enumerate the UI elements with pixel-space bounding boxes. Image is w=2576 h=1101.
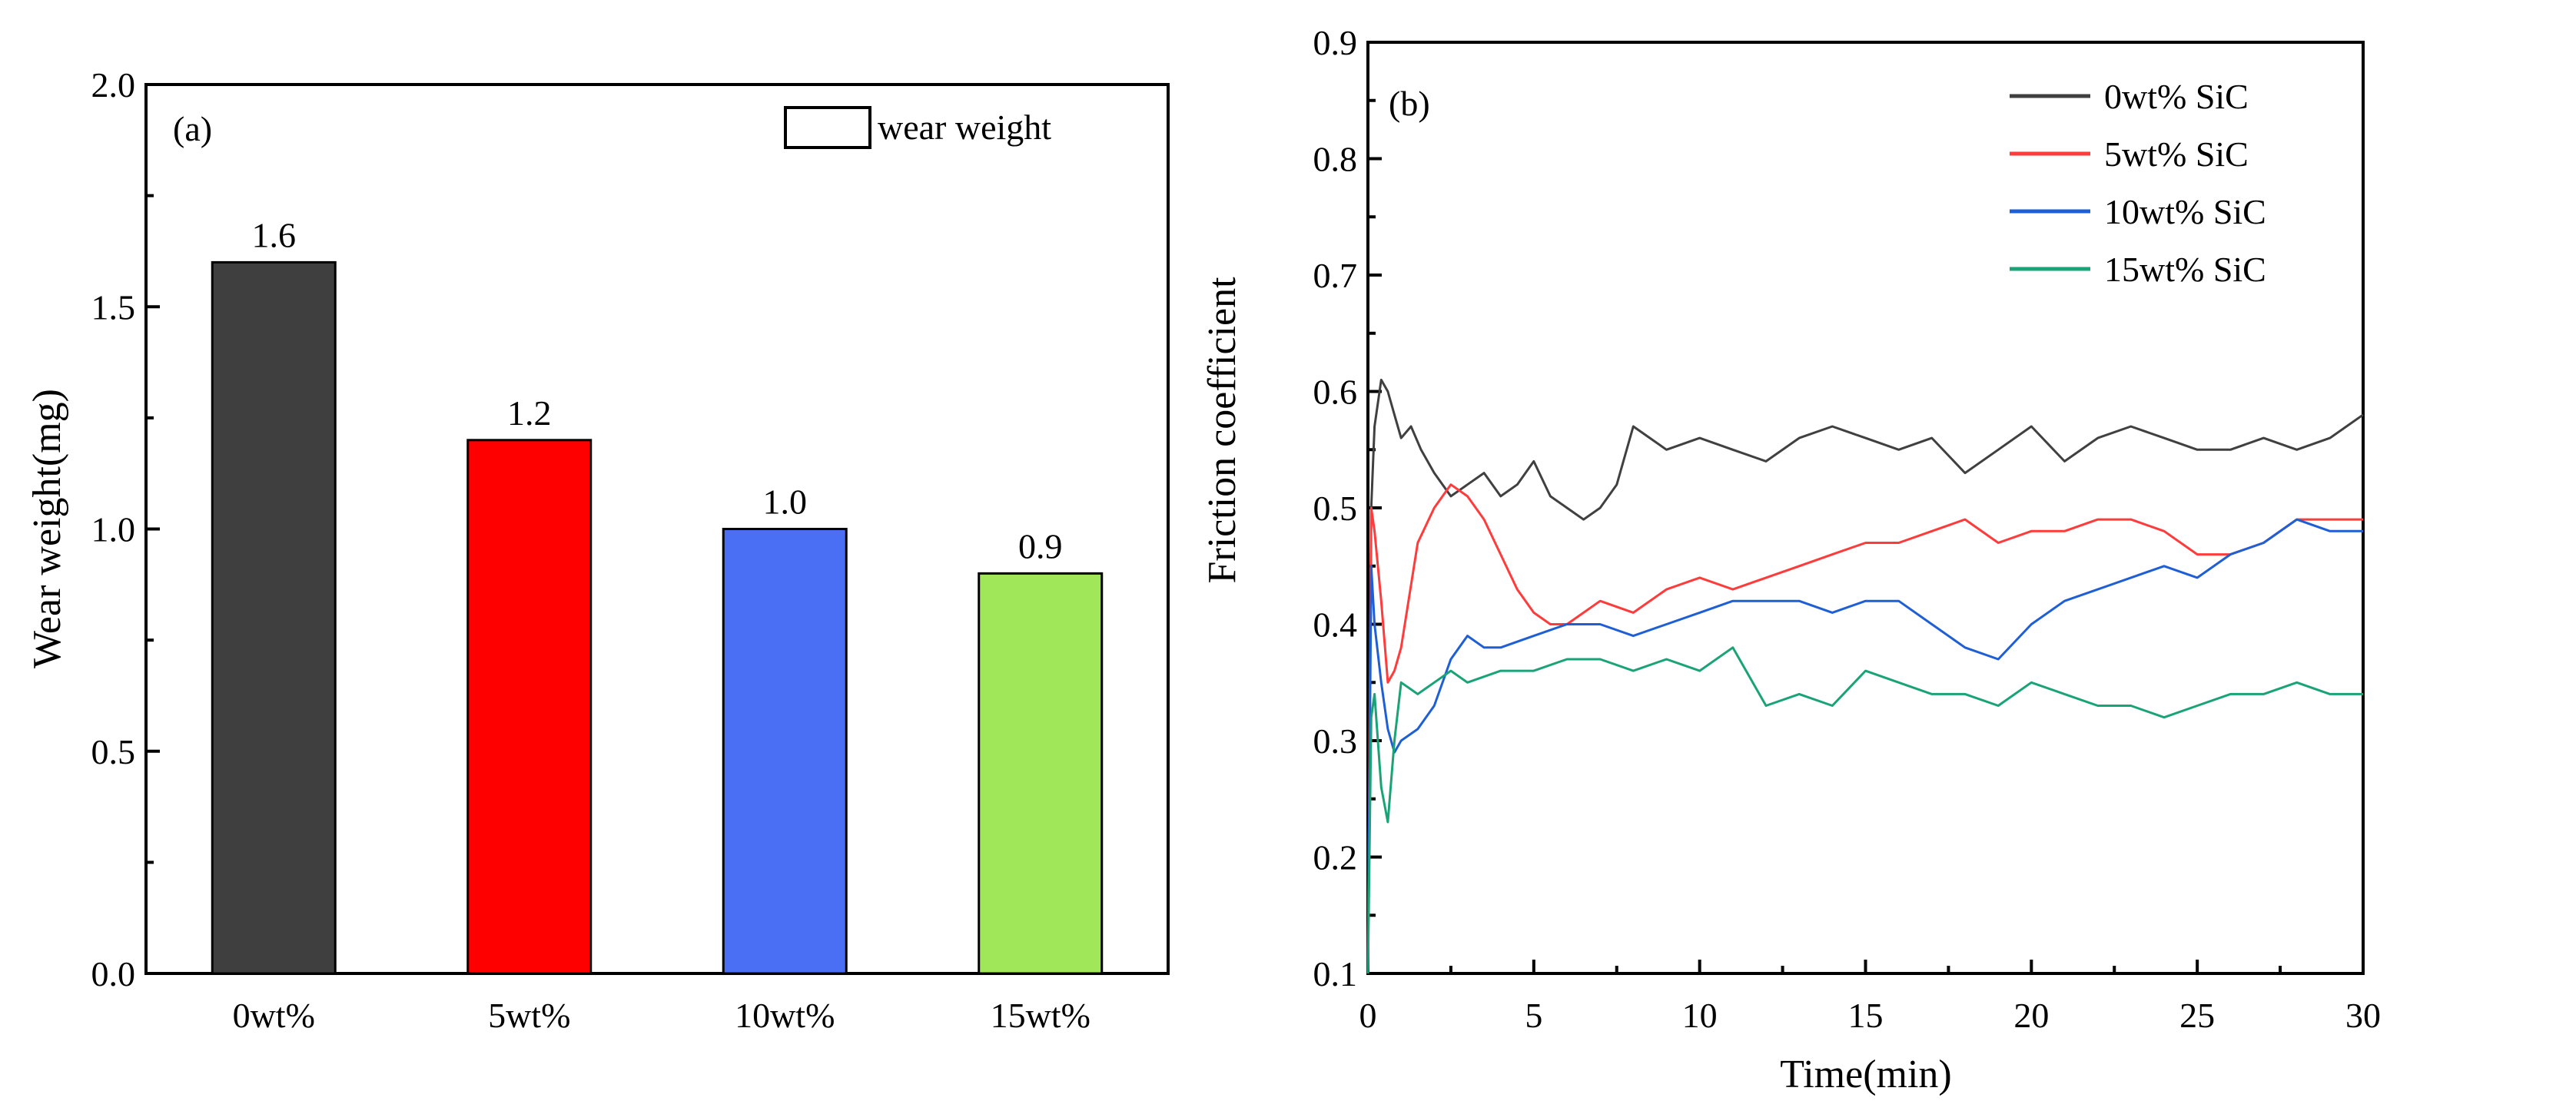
y-tick-label: 0.3 <box>1313 721 1358 761</box>
line-y-ticks: 0.1 0.2 0.3 0.4 0.5 0.6 0.7 0.8 0.9 <box>1313 23 1382 993</box>
x-tick-label: 15 <box>1848 996 1884 1035</box>
x-tick-label: 15wt% <box>991 996 1090 1035</box>
bar-legend-swatch <box>784 106 871 149</box>
line-x-axis-title: Time(min) <box>1780 1053 1951 1096</box>
legend-label: 0wt% SiC <box>2104 77 2249 116</box>
bar-y-axis-title: Wear weight(mg) <box>25 389 69 668</box>
y-tick-label: 2.0 <box>91 65 136 104</box>
x-tick-label: 20 <box>2013 996 2049 1035</box>
x-tick-label: 0wt% <box>233 996 315 1035</box>
y-tick-label: 0.7 <box>1313 256 1358 295</box>
x-tick-label: 25 <box>2179 996 2215 1035</box>
bar <box>722 528 848 975</box>
y-tick-label: 0.1 <box>1313 954 1358 993</box>
bar-value-label: 1.6 <box>252 215 297 254</box>
y-tick-label: 0.5 <box>1313 489 1358 528</box>
y-tick-label: 0.4 <box>1313 605 1358 645</box>
bar-y-ticks: 0.0 0.5 1.0 1.5 2.0 <box>91 65 160 993</box>
legend-label: 10wt% SiC <box>2104 192 2266 231</box>
y-tick-label: 0.0 <box>91 954 136 993</box>
bar-legend-label: wear weight <box>878 108 1051 147</box>
y-tick-label: 0.9 <box>1313 23 1358 62</box>
panel-b-label: (b) <box>1389 84 1430 123</box>
series-line <box>1366 378 2364 974</box>
y-tick-label: 0.6 <box>1313 373 1358 412</box>
line-chart-panel: (b) Friction coefficient Time(min) 0.10.… <box>1200 23 2381 1096</box>
panel-a-label: (a) <box>173 109 212 148</box>
series-line <box>1366 518 2363 974</box>
x-tick-label: 30 <box>2345 996 2381 1035</box>
series-line <box>1366 483 2363 974</box>
series-line <box>1366 646 2363 974</box>
y-tick-label: 0.8 <box>1313 140 1358 179</box>
line-y-axis-title: Friction coefficient <box>1200 277 1244 584</box>
x-tick-label: 5 <box>1525 996 1542 1035</box>
bar-series: 1.6 1.2 1.0 0.9 <box>211 215 1104 975</box>
line-chart-frame <box>1366 41 2365 975</box>
bar <box>466 439 593 975</box>
bar-value-label: 1.0 <box>763 483 808 522</box>
line-legend: 0wt% SiC 5wt% SiC 10wt% SiC 15wt% SiC <box>2010 77 2266 289</box>
line-x-ticks: 0 5 10 15 20 25 30 <box>1359 960 2381 1035</box>
x-tick-label: 10wt% <box>735 996 835 1035</box>
bar <box>978 572 1104 975</box>
y-tick-label: 1.5 <box>91 287 136 327</box>
x-tick-label: 10 <box>1682 996 1718 1035</box>
legend-label: 5wt% SiC <box>2104 134 2249 174</box>
y-tick-label: 0.5 <box>91 732 136 771</box>
x-tick-label: 0 <box>1359 996 1377 1035</box>
bar-value-label: 1.2 <box>507 393 552 433</box>
y-tick-label: 1.0 <box>91 510 136 549</box>
y-tick-label: 0.2 <box>1313 838 1358 877</box>
bar-chart-panel: (a) wear weight Wear weight(mg) 0.0 0.5 1.… <box>25 65 1170 1035</box>
bar-x-ticks: 0wt% 5wt% 10wt% 15wt% <box>233 960 1090 1035</box>
line-series-group <box>1366 378 2364 974</box>
x-tick-label: 5wt% <box>488 996 570 1035</box>
legend-label: 15wt% SiC <box>2104 250 2266 289</box>
bar <box>211 260 337 975</box>
bar-legend: wear weight <box>784 106 1051 149</box>
bar-value-label: 0.9 <box>1018 526 1063 565</box>
